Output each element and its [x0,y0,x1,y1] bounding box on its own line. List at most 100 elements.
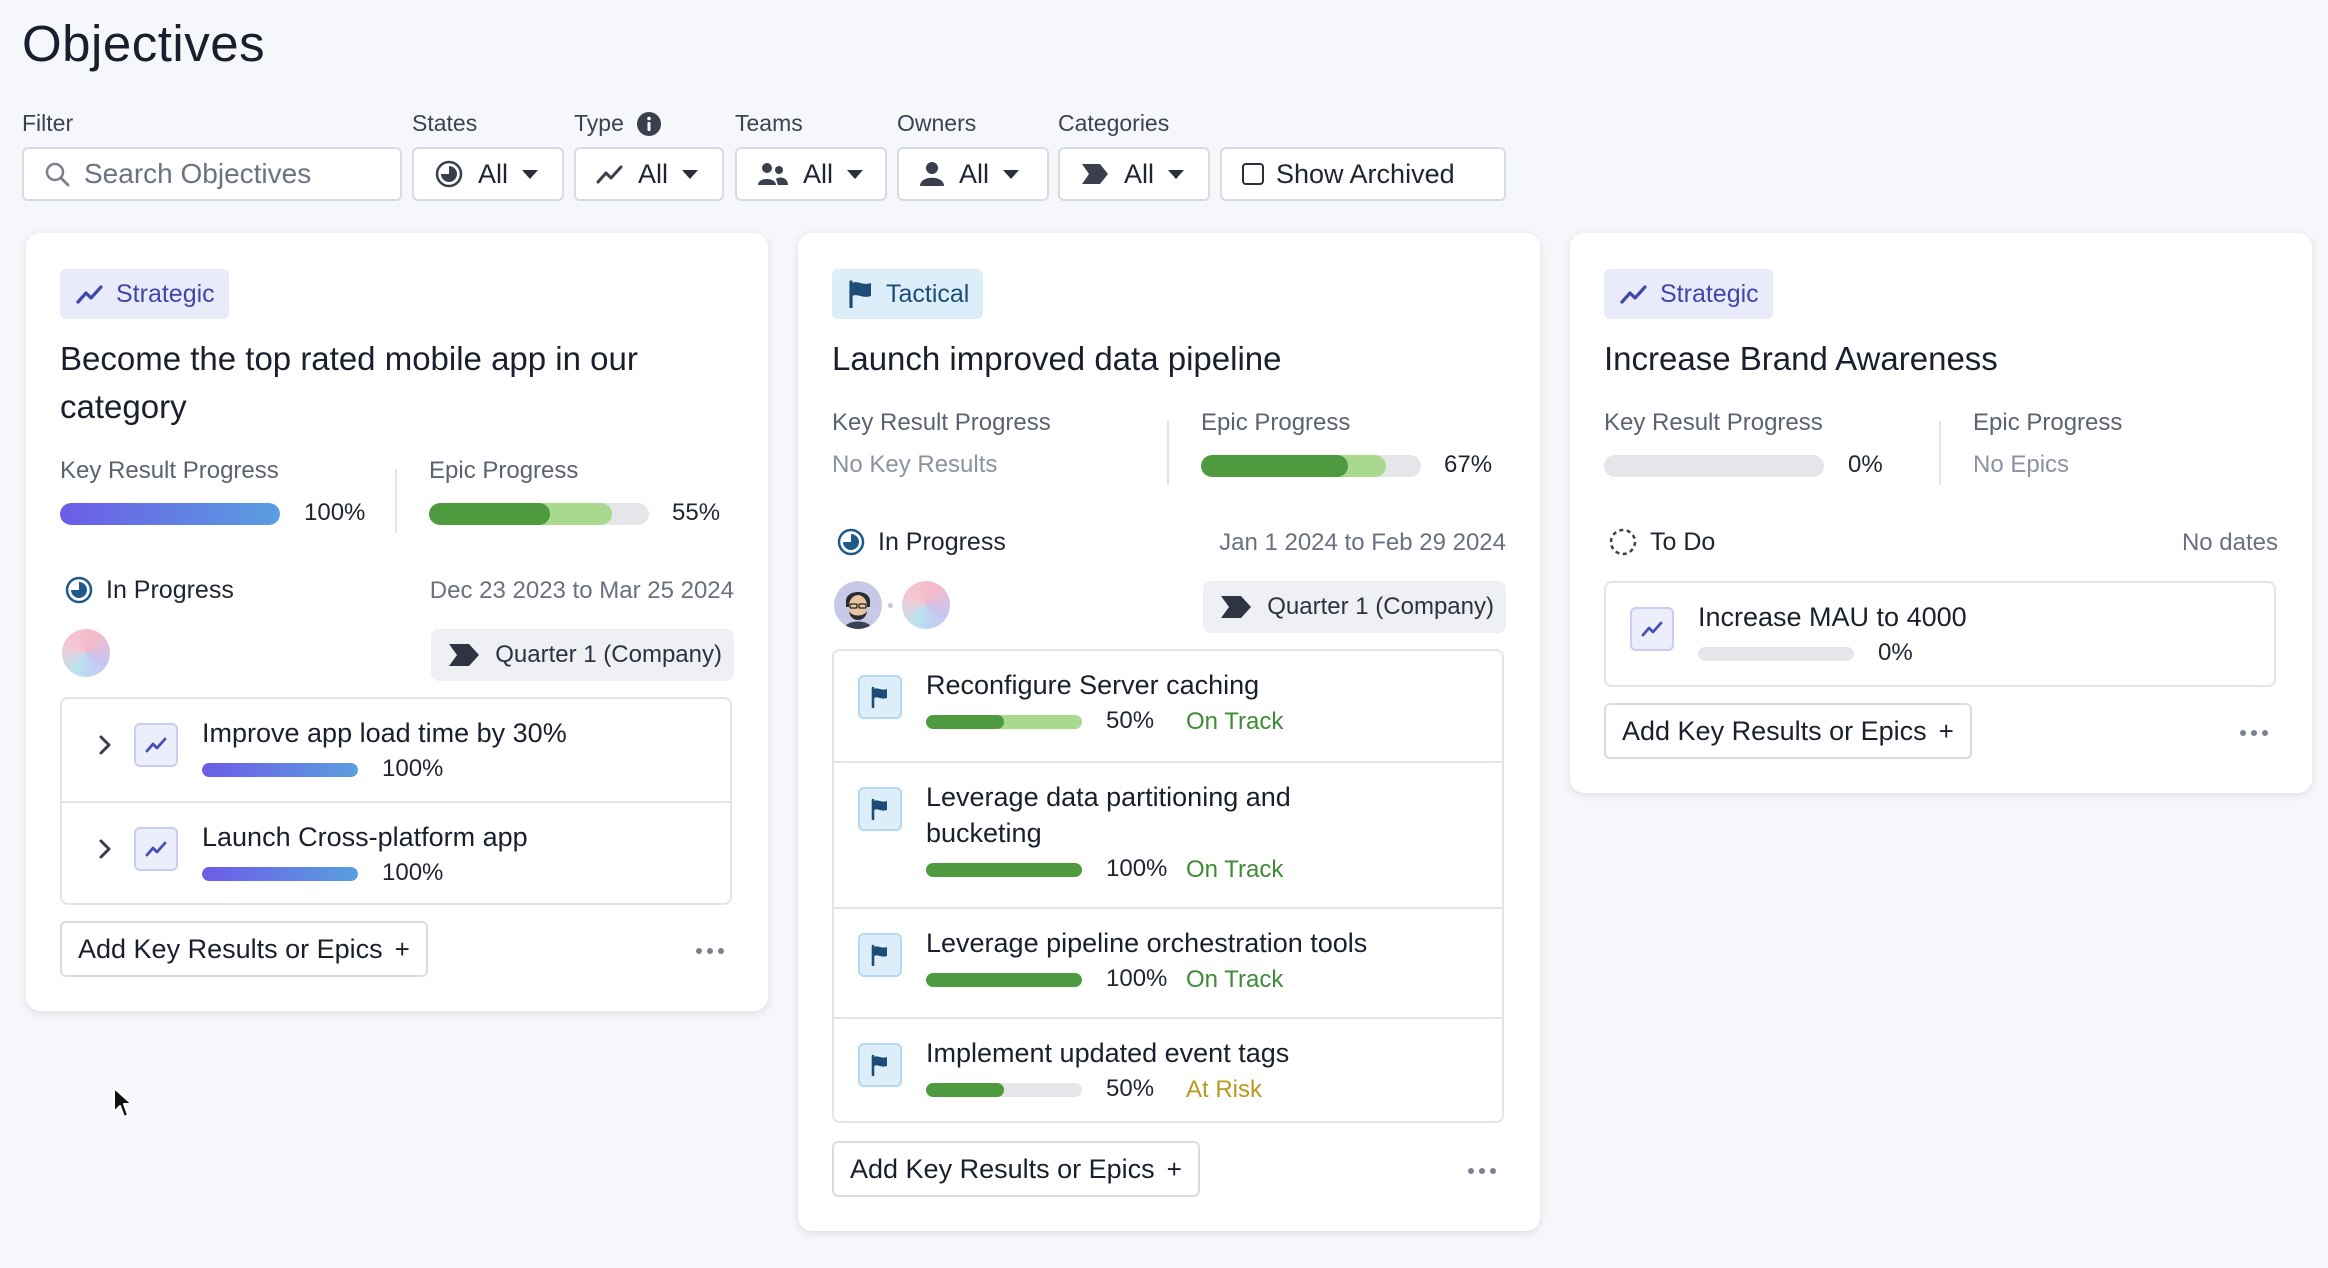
epic-pct: 100% [1106,855,1168,882]
owners-dropdown[interactable]: All [897,147,1049,201]
type-dropdown[interactable]: All [574,147,724,201]
flag-icon [849,280,871,308]
epic-progress-bar [1201,455,1421,477]
type-badge: Tactical [832,269,984,319]
key-result-progress-label: Key Result Progress [1604,409,1823,436]
key-result-row[interactable]: Increase MAU to 4000 0% [1606,583,2274,685]
objective-card[interactable]: Tactical Launch improved data pipeline K… [798,233,1540,1231]
add-key-results-button[interactable]: Add Key Results or Epics + [832,1141,1200,1197]
trend-up-icon [1620,285,1647,304]
epic-pct: 50% [1106,707,1155,734]
key-result-row[interactable]: Launch Cross-platform app 100% [62,801,730,903]
key-result-title[interactable]: Improve app load time by 30% [202,718,567,748]
search-input[interactable]: Search Objectives [22,147,402,201]
teams-dropdown[interactable]: All [735,147,887,201]
type-value: All [638,158,669,189]
status[interactable]: In Progress [836,527,1006,557]
plus-icon: + [1166,1153,1182,1184]
type-badge: Strategic [1604,269,1773,319]
avatar[interactable] [834,581,882,629]
add-button-label: Add Key Results or Epics [1622,715,1927,746]
date-range[interactable]: Dec 23 2023 to Mar 25 2024 [429,577,734,604]
trend-up-icon [134,723,178,767]
key-result-progress-bar [60,503,280,525]
show-archived-checkbox[interactable] [1242,163,1264,185]
key-results-list: Increase MAU to 4000 0% [1604,581,2276,687]
epic-status: On Track [1186,856,1284,883]
tag-icon [1080,162,1110,186]
epic-row[interactable]: Leverage pipeline orchestration tools 10… [834,907,1502,1017]
epic-title[interactable]: Leverage data partitioning and bucketing [926,782,1291,848]
key-result-title[interactable]: Launch Cross-platform app [202,822,528,852]
key-result-bar [202,867,358,881]
categories-label: Categories [1058,110,1170,136]
epic-progress-label: Epic Progress [1973,409,2123,436]
search-icon [44,161,70,187]
states-dropdown[interactable]: All [412,147,564,201]
avatar[interactable] [62,629,110,677]
type-label: Strategic [1660,279,1759,308]
mouse-cursor-icon [113,1087,133,1118]
key-result-row[interactable]: Improve app load time by 30% 100% [62,699,730,801]
divider [395,469,397,533]
filter-label: Filter [22,110,74,136]
avatar[interactable] [902,581,950,629]
epic-row[interactable]: Leverage data partitioning and bucketing… [834,761,1502,907]
objective-title[interactable]: Increase Brand Awareness [1604,340,1998,377]
epic-status: At Risk [1186,1076,1263,1103]
plus-icon: + [394,933,410,964]
info-icon[interactable] [636,111,662,137]
epic-title[interactable]: Leverage pipeline orchestration tools [926,928,1368,958]
objective-card[interactable]: Strategic Increase Brand Awareness Key R… [1570,233,2312,793]
epic-title[interactable]: Reconfigure Server caching [926,670,1260,700]
type-label: Type [574,110,624,136]
date-range[interactable]: Jan 1 2024 to Feb 29 2024 [1219,529,1506,556]
key-result-pct: 0% [1848,451,1883,478]
objective-title[interactable]: Launch improved data pipeline [832,340,1282,377]
more-options-icon[interactable] [2240,730,2268,736]
status[interactable]: In Progress [64,575,234,605]
categories-dropdown[interactable]: All [1058,147,1210,201]
epic-done-fill [926,715,1004,729]
more-options-icon[interactable] [1468,1168,1496,1174]
epic-pct: 67% [1444,451,1493,478]
type-label: Strategic [116,279,215,308]
status[interactable]: To Do [1608,527,1715,557]
divider [1939,421,1941,485]
kr-fill [60,503,280,525]
category-tag[interactable]: Quarter 1 (Company) [1203,581,1506,633]
more-options-icon[interactable] [696,948,724,954]
epic-bar [926,863,1082,877]
epic-done-fill [429,503,550,525]
chevron-down-icon [682,169,699,179]
category-label: Quarter 1 (Company) [1267,593,1494,620]
key-result-progress-bar [1604,455,1824,477]
flag-icon [858,933,902,977]
show-archived-toggle[interactable]: Show Archived [1220,147,1506,201]
chevron-down-icon [847,169,864,179]
type-label: Tactical [886,279,970,308]
search-placeholder: Search Objectives [84,158,312,189]
key-results-list: Improve app load time by 30% 100% Launch… [60,697,732,905]
objective-card[interactable]: Strategic Become the top rated mobile ap… [26,233,768,1011]
epic-row[interactable]: Reconfigure Server caching 50% On Track [834,651,1502,761]
avatar-separator [888,603,893,608]
state-circle-icon [434,159,464,189]
status-label: To Do [1650,527,1716,556]
chevron-down-icon [522,169,539,179]
key-result-title[interactable]: Increase MAU to 4000 [1698,602,1967,632]
epic-progress-bar [429,503,649,525]
type-badge: Strategic [60,269,229,319]
key-result-pct: 100% [382,755,444,782]
flag-icon [858,1043,902,1087]
epic-title[interactable]: Implement updated event tags [926,1038,1290,1068]
key-result-pct: 0% [1878,639,1913,666]
date-range[interactable]: No dates [2181,529,2278,556]
epic-row[interactable]: Implement updated event tags 50% At Risk [834,1017,1502,1121]
add-key-results-button[interactable]: Add Key Results or Epics + [60,921,428,977]
epic-done-fill [926,1083,1004,1097]
category-tag[interactable]: Quarter 1 (Company) [431,629,734,681]
objective-title[interactable]: Become the top rated mobile app in our c… [60,340,638,425]
owners-value: All [959,158,990,189]
add-key-results-button[interactable]: Add Key Results or Epics + [1604,703,1972,759]
